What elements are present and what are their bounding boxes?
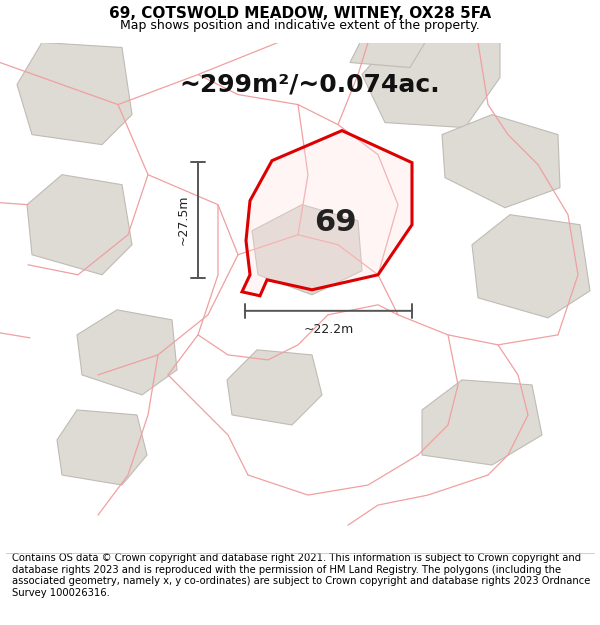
Text: ~27.5m: ~27.5m [177,195,190,246]
Text: Contains OS data © Crown copyright and database right 2021. This information is : Contains OS data © Crown copyright and d… [12,553,590,598]
Polygon shape [242,131,412,296]
Polygon shape [422,380,542,465]
Text: 69, COTSWOLD MEADOW, WITNEY, OX28 5FA: 69, COTSWOLD MEADOW, WITNEY, OX28 5FA [109,6,491,21]
Polygon shape [227,350,322,425]
Text: 69: 69 [314,208,356,238]
Polygon shape [472,215,590,318]
Text: ~22.2m: ~22.2m [304,323,353,336]
Polygon shape [252,205,362,295]
Polygon shape [350,42,425,68]
Text: ~299m²/~0.074ac.: ~299m²/~0.074ac. [179,72,440,96]
Polygon shape [77,310,177,395]
Polygon shape [17,42,132,144]
Polygon shape [362,42,500,127]
Polygon shape [27,174,132,275]
Polygon shape [57,410,147,485]
Text: Map shows position and indicative extent of the property.: Map shows position and indicative extent… [120,19,480,32]
Polygon shape [442,114,560,208]
